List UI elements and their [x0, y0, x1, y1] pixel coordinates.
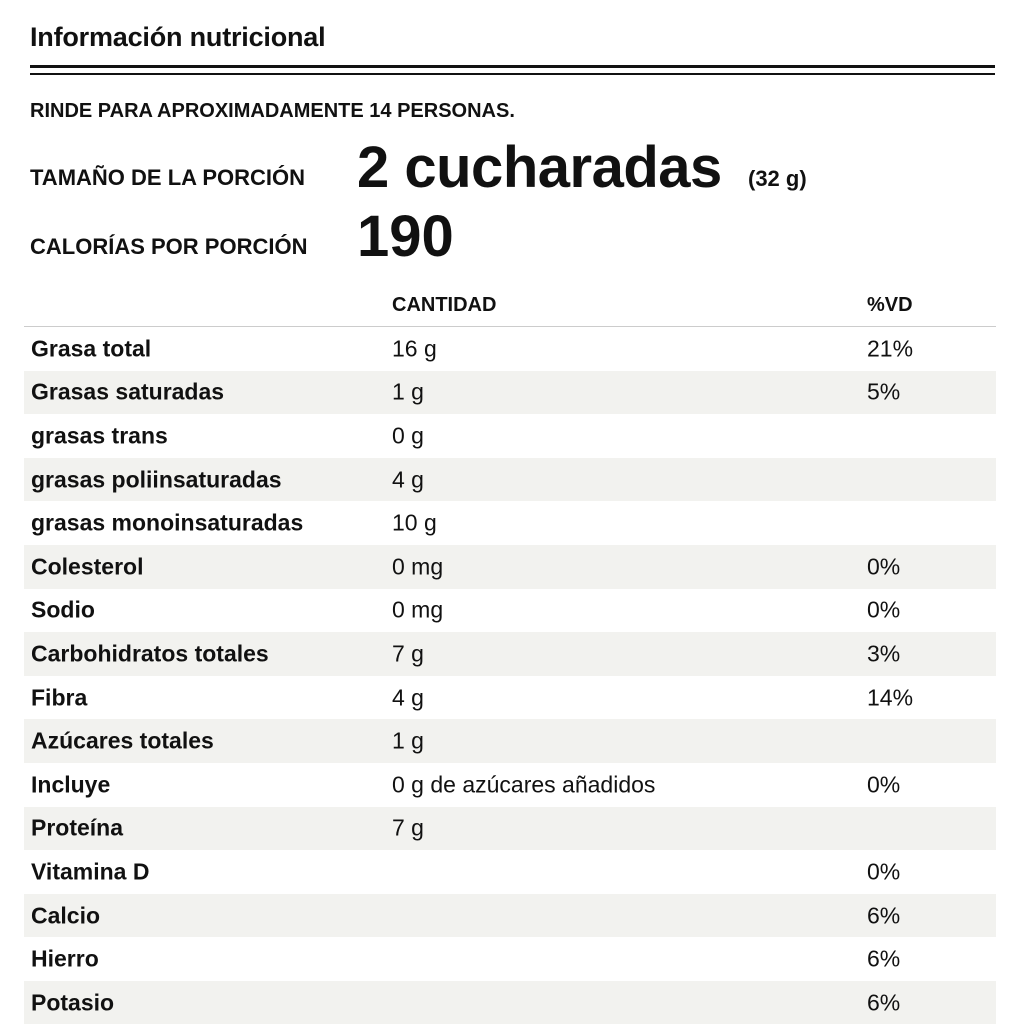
- serving-size-value: 2 cucharadas: [357, 135, 722, 200]
- table-row: Hierro 6%: [24, 937, 996, 981]
- nutrient-daily-value: 6%: [867, 989, 901, 1016]
- table-row: Calcio 6%: [24, 893, 996, 938]
- table-row: grasas trans 0 g: [24, 414, 996, 458]
- nutrient-table: CANTIDAD %VD Grasa total 16 g 21% Grasas sa…: [24, 284, 996, 1024]
- nutrient-amount: 16 g: [392, 335, 437, 362]
- nutrient-amount: 4 g: [392, 466, 424, 493]
- table-header: CANTIDAD %VD: [24, 284, 996, 327]
- table-row: Potasio 6%: [24, 980, 996, 1024]
- nutrient-amount: 10 g: [392, 509, 437, 536]
- table-row: Vitamina D 0%: [24, 850, 996, 894]
- table-row: Grasas saturadas 1 g 5%: [24, 370, 996, 415]
- table-row: Proteína 7 g: [24, 806, 996, 851]
- nutrient-daily-value: 5%: [867, 378, 901, 405]
- title-rule-thick: [30, 65, 995, 68]
- servings-yield: RINDE PARA APROXIMADAMENTE 14 PERSONAS.: [30, 100, 515, 122]
- nutrient-daily-value: 21%: [867, 335, 914, 362]
- nutrient-name: Grasa total: [31, 335, 152, 362]
- table-row: Carbohidratos totales 7 g 3%: [24, 632, 996, 676]
- table-row: Colesterol 0 mg 0%: [24, 544, 996, 589]
- nutrient-daily-value: 0%: [867, 858, 901, 885]
- calories-value: 190: [357, 204, 454, 269]
- nutrient-name: Fibra: [31, 684, 88, 711]
- header-amount: CANTIDAD: [392, 294, 497, 316]
- nutrient-name: Carbohidratos totales: [31, 640, 269, 667]
- nutrient-daily-value: 6%: [867, 902, 901, 929]
- table-body: Grasa total 16 g 21% Grasas saturadas 1 g 5% g…: [24, 327, 996, 1024]
- nutrient-name: Azúcares totales: [31, 727, 214, 754]
- nutrient-name: Grasas saturadas: [31, 378, 225, 405]
- serving-size-label: TAMAÑO DE LA PORCIÓN: [30, 165, 305, 190]
- nutrient-daily-value: 0%: [867, 771, 901, 798]
- nutrient-name: Colesterol: [31, 553, 144, 580]
- title-rule-thin: [30, 73, 995, 75]
- calories-label: CALORÍAS POR PORCIÓN: [30, 234, 308, 259]
- serving-size-grams: (32 g): [748, 166, 807, 191]
- nutrient-daily-value: 0%: [867, 596, 901, 623]
- nutrient-name: Hierro: [31, 945, 99, 972]
- nutrient-amount: 1 g: [392, 378, 424, 405]
- nutrient-amount: 7 g: [392, 814, 424, 841]
- nutrient-amount: 7 g: [392, 640, 424, 667]
- nutrient-name: Vitamina D: [31, 858, 150, 885]
- nutrient-amount: 0 g de azúcares añadidos: [392, 771, 656, 798]
- nutrient-name: Sodio: [31, 596, 95, 623]
- nutrient-amount: 0 mg: [392, 553, 444, 580]
- nutrient-name: grasas poliinsaturadas: [31, 466, 282, 493]
- nutrient-name: grasas monoinsaturadas: [31, 509, 304, 536]
- nutrient-amount: 0 mg: [392, 596, 444, 623]
- header-daily-value: %VD: [867, 294, 913, 316]
- table-row: grasas monoinsaturadas 10 g: [24, 501, 996, 545]
- table-row: Sodio 0 mg 0%: [24, 589, 996, 633]
- table-row: Azúcares totales 1 g: [24, 719, 996, 763]
- table-row: Incluye 0 g de azúcares añadidos 0%: [24, 763, 996, 807]
- nutrient-daily-value: 3%: [867, 640, 901, 667]
- nutrient-amount: 1 g: [392, 727, 424, 754]
- nutrient-daily-value: 6%: [867, 945, 901, 972]
- nutrient-name: grasas trans: [31, 422, 168, 449]
- table-row: Fibra 4 g 14%: [24, 676, 996, 720]
- nutrient-name: Proteína: [31, 814, 124, 841]
- nutrient-amount: 4 g: [392, 684, 424, 711]
- table-row: Grasa total 16 g 21%: [24, 327, 996, 371]
- nutrient-name: Incluye: [31, 771, 111, 798]
- nutrient-name: Potasio: [31, 989, 115, 1016]
- nutrient-amount: 0 g: [392, 422, 424, 449]
- nutrient-daily-value: 14%: [867, 684, 914, 711]
- table-row: grasas poliinsaturadas 4 g: [24, 457, 996, 502]
- nutrient-name: Calcio: [31, 902, 101, 929]
- nutrient-daily-value: 0%: [867, 553, 901, 580]
- label-title: Información nutricional: [30, 22, 326, 52]
